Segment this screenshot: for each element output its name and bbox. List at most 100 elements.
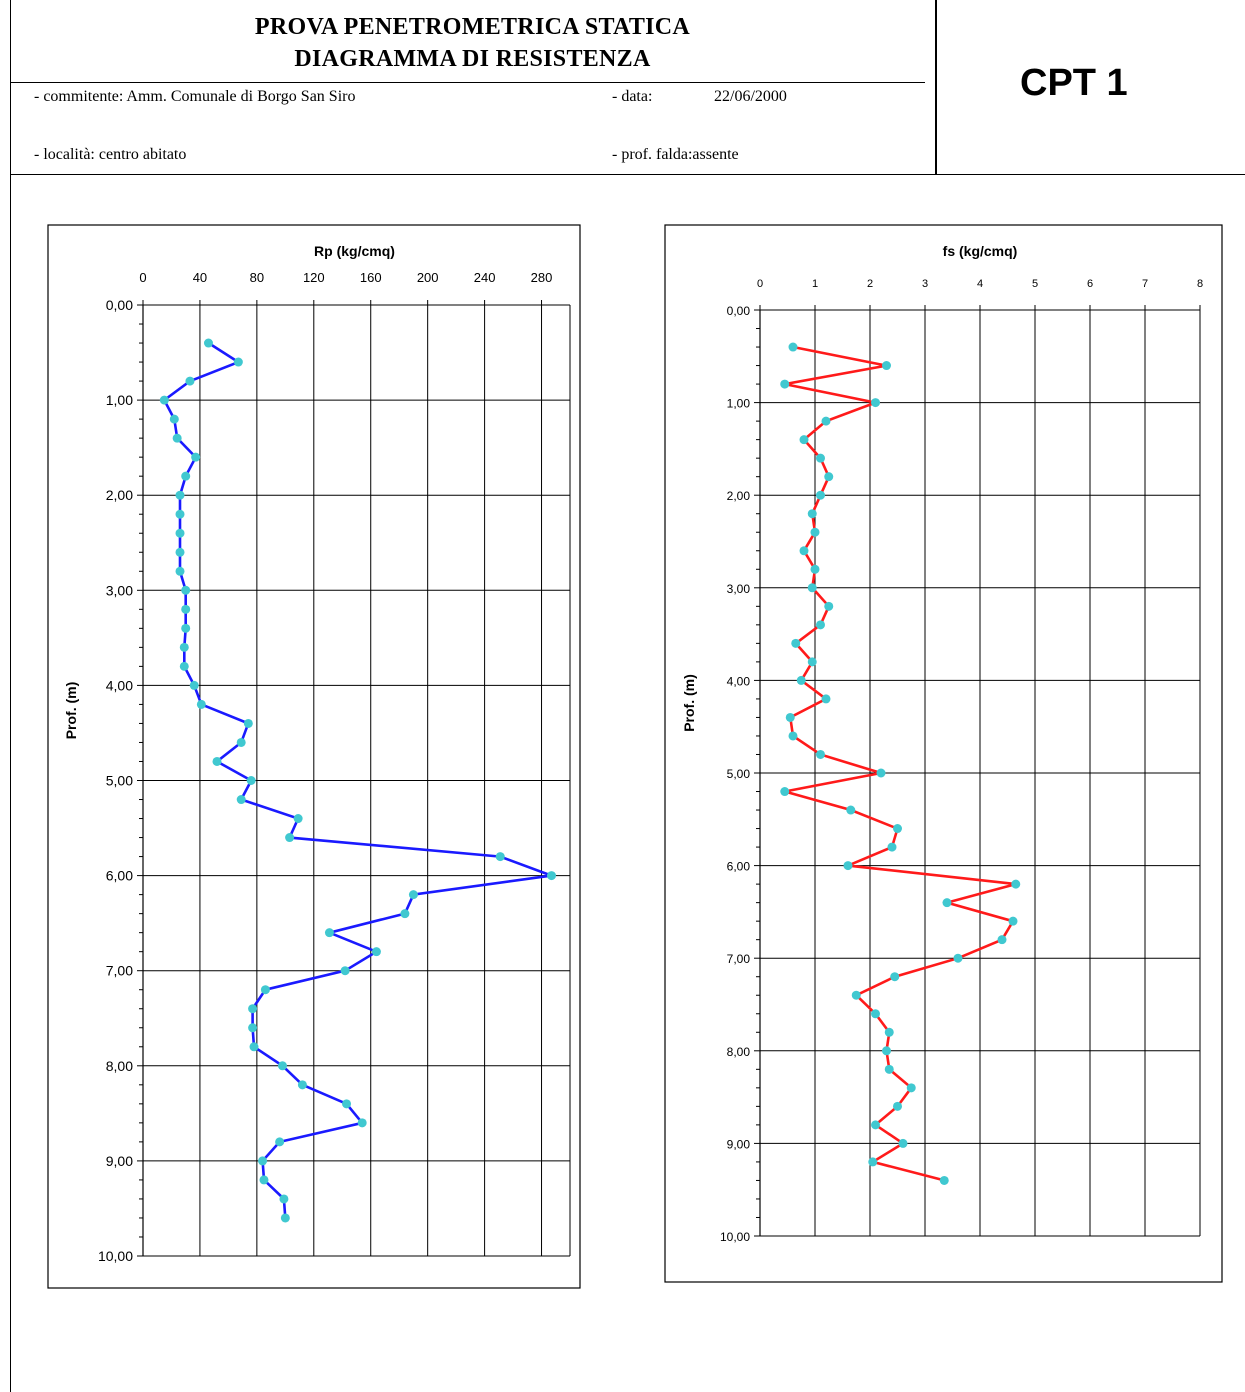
rp-data-point — [203, 338, 213, 348]
rp-data-point — [175, 547, 185, 557]
localita-text: - località: centro abitato — [34, 146, 187, 163]
fs-data-point — [906, 1083, 916, 1093]
rp-data-point — [243, 718, 253, 728]
date-label: - data: — [612, 88, 653, 105]
header-divider — [935, 0, 937, 175]
fs-x-tick-label: 3 — [922, 278, 928, 290]
rp-data-point — [179, 642, 189, 652]
rp-data-point — [342, 1099, 352, 1109]
rp-y-tick-label: 6,00 — [106, 868, 133, 884]
rp-data-point — [248, 1004, 258, 1014]
rp-data-point — [172, 433, 182, 443]
rp-data-point — [495, 852, 505, 862]
fs-x-tick-label: 6 — [1087, 278, 1093, 290]
fs-data-point — [953, 953, 963, 963]
rp-data-point — [280, 1213, 290, 1223]
rp-x-tick-label: 240 — [474, 270, 496, 285]
rp-data-point — [236, 795, 246, 805]
fs-data-point — [780, 787, 790, 797]
rp-y-tick-label: 8,00 — [106, 1058, 133, 1074]
rp-data-point — [371, 947, 381, 957]
rp-x-axis-title: Rp (kg/cmq) — [314, 243, 395, 259]
fs-y-tick-label: 4,00 — [727, 674, 751, 688]
fs-data-point — [876, 768, 886, 778]
fs-data-point — [821, 416, 831, 426]
rp-data-point — [175, 528, 185, 538]
rp-data-point — [175, 566, 185, 576]
rp-x-tick-label: 0 — [139, 270, 146, 285]
fs-y-tick-label: 10,00 — [720, 1230, 750, 1244]
rp-data-point — [279, 1194, 289, 1204]
rp-y-tick-label: 10,00 — [98, 1248, 133, 1264]
rp-y-tick-label: 7,00 — [106, 963, 133, 979]
rp-y-tick-label: 4,00 — [106, 677, 133, 693]
fs-data-point — [780, 379, 790, 389]
header-title-underline — [10, 82, 925, 83]
rp-y-tick-label: 5,00 — [106, 773, 133, 789]
fs-data-point — [893, 1101, 902, 1111]
fs-y-tick-label: 0,00 — [727, 304, 751, 318]
fs-data-point — [816, 490, 825, 500]
rp-data-point — [196, 699, 206, 709]
fs-data-point — [846, 805, 856, 815]
fs-x-tick-label: 5 — [1032, 278, 1038, 290]
fs-chart: 0 1 2 3 4 5 6 7 8 0,00 1,00 2,00 3,00 4,00 5,00 6,00 7,0… — [664, 224, 1223, 1283]
rp-y-tick-label: 3,00 — [106, 582, 133, 598]
fs-data-point — [816, 749, 825, 759]
fs-data-point — [942, 898, 952, 908]
fs-data-point — [785, 712, 795, 722]
rp-x-tick-label: 40 — [193, 270, 207, 285]
fs-y-tick-label: 9,00 — [727, 1137, 751, 1151]
rp-data-point — [179, 661, 189, 671]
rp-chart-frame — [47, 224, 581, 1289]
report-title-line1: PROVA PENETROMETRICA STATICA — [254, 14, 691, 40]
cpt-id: CPT 1 — [1020, 62, 1128, 104]
fs-y-tick-label: 1,00 — [727, 397, 751, 411]
fs-data-point — [799, 546, 809, 556]
fs-data-point — [788, 342, 798, 352]
rp-data-point — [297, 1080, 307, 1090]
fs-data-point — [796, 675, 806, 685]
rp-data-point — [248, 1023, 258, 1033]
rp-data-point — [275, 1137, 285, 1147]
rp-data-point — [546, 871, 556, 881]
rp-data-point — [258, 1156, 268, 1166]
fs-data-point — [868, 1157, 878, 1167]
fs-data-point — [810, 527, 820, 537]
rp-data-point — [181, 471, 191, 481]
fs-chart-frame — [664, 224, 1223, 1283]
fs-data-point — [807, 509, 817, 519]
rp-x-tick-label: 280 — [531, 270, 553, 285]
fs-data-point — [824, 472, 834, 482]
fs-data-point — [871, 1120, 880, 1130]
fs-data-point — [799, 435, 809, 445]
fs-data-point — [884, 1027, 894, 1037]
rp-data-point — [400, 909, 410, 919]
fs-data-point — [807, 583, 817, 593]
page-frame — [10, 0, 1245, 1392]
rp-data-point — [277, 1061, 287, 1071]
rp-data-point — [246, 776, 256, 785]
fs-data-point — [821, 694, 831, 704]
fs-data-point — [997, 935, 1007, 945]
rp-data-point — [181, 623, 191, 633]
fs-data-point — [851, 990, 861, 1000]
fs-y-tick-label: 6,00 — [727, 860, 751, 874]
fs-x-tick-label: 0 — [757, 278, 763, 290]
rp-data-point — [233, 357, 243, 367]
fs-data-point — [882, 1046, 891, 1056]
rp-data-point — [357, 1118, 367, 1128]
rp-data-point — [185, 376, 195, 386]
date-value: 22/06/2000 — [714, 88, 787, 105]
fs-data-point — [788, 731, 798, 741]
fs-data-point — [1011, 879, 1021, 889]
report-title-line2: DIAGRAMMA DI RESISTENZA — [294, 46, 651, 72]
rp-data-point — [340, 966, 350, 976]
fs-data-point — [807, 657, 817, 667]
fs-data-point — [871, 1009, 880, 1019]
fs-data-point — [884, 1064, 894, 1074]
rp-data-point — [212, 756, 222, 766]
rp-data-point — [324, 928, 334, 938]
fs-data-point — [887, 842, 897, 852]
